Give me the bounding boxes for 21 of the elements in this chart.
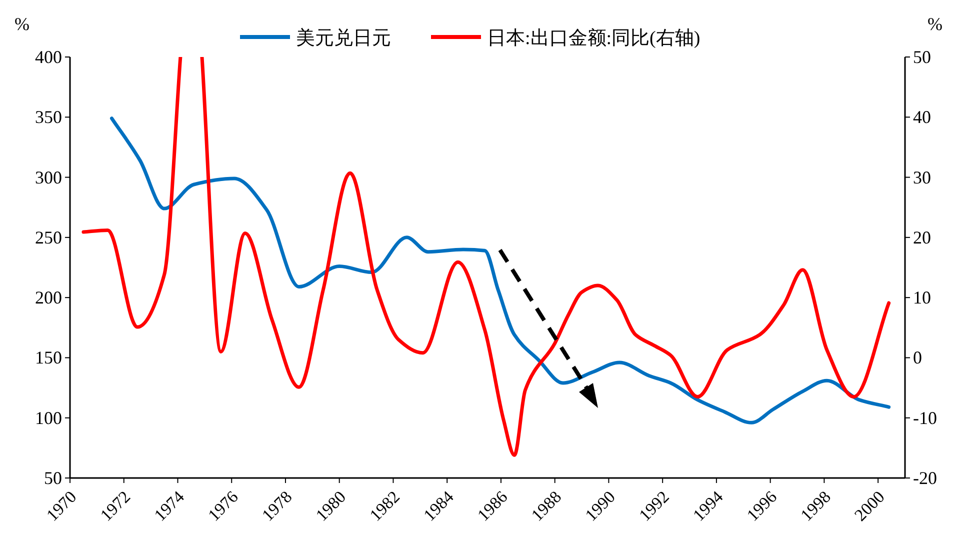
y2-tick-label: 50 <box>913 47 931 67</box>
y2-tick-label: 30 <box>913 167 931 188</box>
y-tick-label: 100 <box>35 408 62 428</box>
y-tick-label: 50 <box>44 468 62 488</box>
y-tick-label: 150 <box>35 348 62 368</box>
line-series <box>110 116 891 424</box>
y-tick-label: 300 <box>35 167 62 188</box>
y2-axis-title: % <box>928 14 942 34</box>
y2-tick-label: 40 <box>913 107 931 128</box>
y-tick-label: 200 <box>35 288 62 308</box>
legend-label: 日本:出口金额:同比(右轴) <box>487 27 700 49</box>
y2-tick-label: 20 <box>913 227 931 248</box>
y-tick-label: 250 <box>35 227 62 248</box>
y2-tick-label: 10 <box>913 288 931 308</box>
y2-tick-label: 0 <box>913 348 922 368</box>
y2-tick-label: -10 <box>913 408 937 428</box>
y-tick-label: 400 <box>35 47 62 67</box>
y2-tick-label: -20 <box>913 468 937 488</box>
y-axis-title: % <box>14 14 30 34</box>
y-tick-label: 350 <box>35 107 62 128</box>
legend-label: 美元兑日元 <box>296 27 391 49</box>
